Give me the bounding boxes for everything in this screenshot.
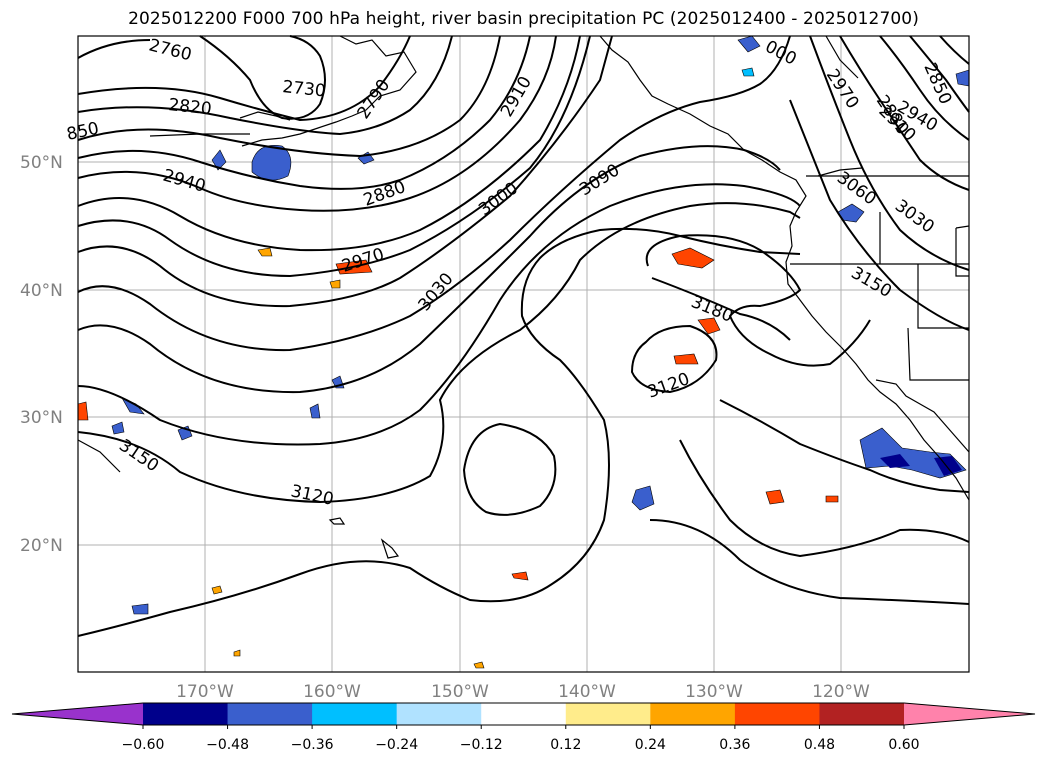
precip-patch	[741, 67, 755, 77]
precip-patch	[697, 317, 721, 335]
colorbar-tick-label: −0.12	[460, 737, 503, 753]
precip-shading	[77, 35, 970, 669]
map-panel: 2760 2730 2820 2790 2910 850 2880 2940 3…	[65, 35, 970, 673]
precip-patch	[631, 485, 655, 511]
precip-patch	[737, 35, 761, 53]
lat-label: 40°N	[20, 281, 63, 301]
precip-patch	[765, 489, 785, 505]
colorbar-tick-label: 0.60	[888, 737, 919, 753]
colorbar-extend-low	[12, 703, 143, 725]
colorbar-tick-label: 0.24	[635, 737, 666, 753]
precip-patch	[825, 495, 839, 503]
precip-patch	[77, 401, 89, 421]
precip-patch	[880, 454, 910, 468]
colorbar-tick-label: −0.48	[206, 737, 249, 753]
colorbar-segment	[481, 703, 567, 725]
gridlines	[78, 36, 969, 672]
contour-label: 2730	[281, 77, 326, 101]
coastlines	[77, 35, 970, 559]
colorbar-segment	[227, 703, 313, 725]
colorbar-tick-label: −0.24	[375, 737, 418, 753]
lon-label: 150°W	[431, 682, 489, 702]
precip-patch	[257, 247, 273, 257]
colorbar-tick-label: 0.12	[550, 737, 581, 753]
colorbar-tick-label: 0.48	[804, 737, 835, 753]
lon-label: 140°W	[558, 682, 616, 702]
lon-label: 120°W	[812, 682, 870, 702]
colorbar-segment	[312, 703, 398, 725]
latitude-labels: 50°N 40°N 30°N 20°N	[20, 153, 63, 556]
map-border	[77, 35, 970, 673]
height-contours	[77, 35, 970, 637]
colorbar-segment	[565, 703, 651, 725]
precip-patch	[131, 603, 149, 615]
colorbar-tick-label: −0.60	[122, 737, 165, 753]
lat-label: 20°N	[20, 536, 63, 556]
map-title: 2025012200 F000 700 hPa height, river ba…	[128, 9, 919, 29]
precip-patch	[511, 571, 529, 581]
longitude-labels: 170°W 160°W 150°W 140°W 130°W 120°W	[176, 682, 870, 702]
lat-label: 30°N	[20, 408, 63, 428]
colorbar-segment	[819, 703, 905, 725]
precip-patch	[233, 649, 241, 657]
colorbar-segment	[650, 703, 736, 725]
precip-patch	[329, 279, 341, 289]
lat-label: 50°N	[20, 153, 63, 173]
precip-patch	[673, 353, 699, 365]
colorbar-segment	[734, 703, 820, 725]
colorbar-segment	[396, 703, 482, 725]
precip-patch	[309, 403, 321, 419]
precip-patch	[473, 661, 485, 669]
colorbar-segment	[143, 703, 229, 725]
precip-patch	[934, 456, 962, 476]
colorbar-extend-high	[904, 703, 1035, 725]
lon-label: 170°W	[176, 682, 234, 702]
colorbar-tick-label: −0.36	[291, 737, 334, 753]
lon-label: 160°W	[303, 682, 361, 702]
precip-patch	[211, 585, 223, 595]
precip-patch	[111, 421, 125, 435]
colorbar: −0.60 −0.48 −0.36 −0.24 −0.12 0.12 0.24 0.36 0.4…	[11, 702, 1036, 753]
colorbar-tick-label: 0.36	[719, 737, 750, 753]
lon-label: 130°W	[685, 682, 743, 702]
precip-patch	[671, 247, 715, 269]
contour-label: 2820	[167, 95, 212, 119]
